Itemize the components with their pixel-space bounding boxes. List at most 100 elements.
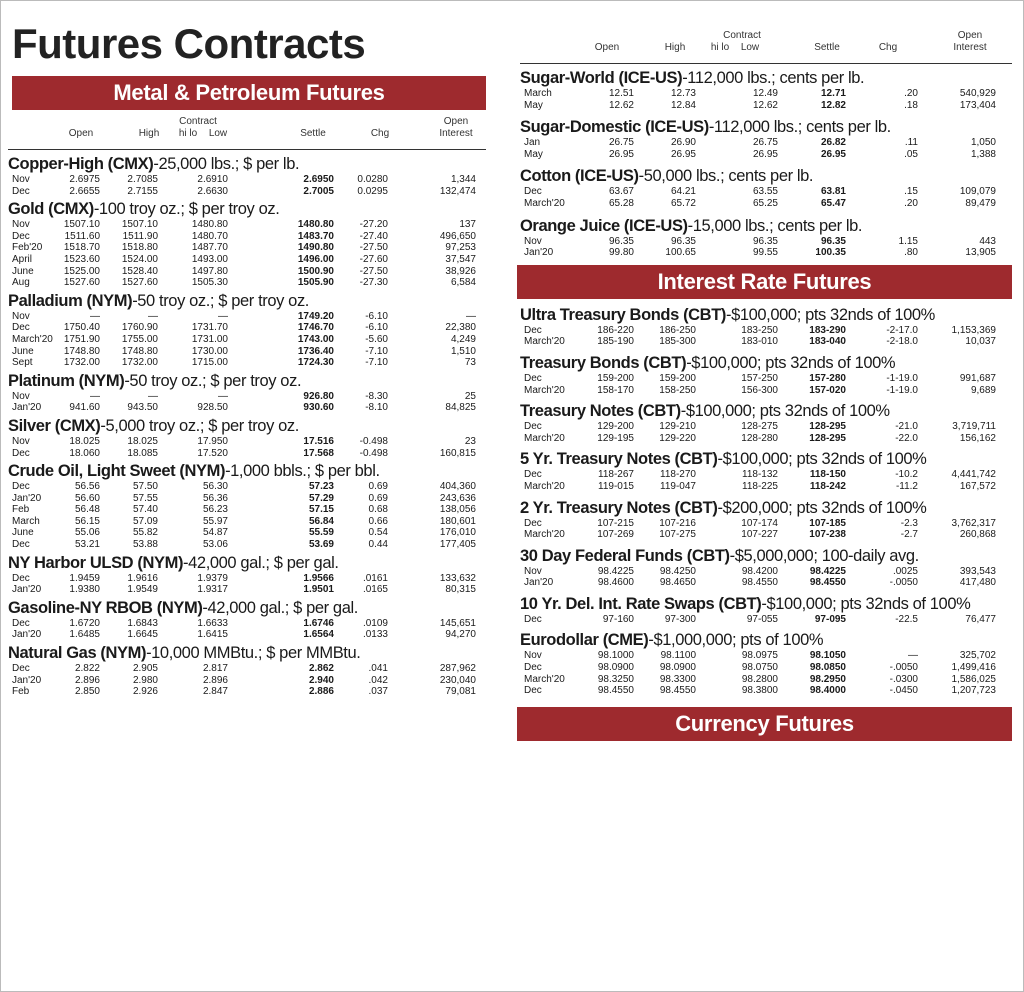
cell-month: Dec <box>12 230 30 242</box>
cell-open-interest: 160,815 <box>439 447 476 459</box>
cell-low: 1497.80 <box>191 265 228 277</box>
cell-chg: .20 <box>904 88 918 99</box>
cell-settle: 57.15 <box>308 504 334 516</box>
cell-month: March'20 <box>524 673 565 685</box>
cell-open-interest: 1,207,723 <box>951 685 997 697</box>
contract-name: Sugar-World (ICE-US) <box>520 69 683 87</box>
contract-section: 2 Yr. Treasury Notes (CBT)-$200,000; pts… <box>520 498 1012 541</box>
cell-open: 1.6485 <box>69 629 100 641</box>
table-row: March'20 65.28 65.72 65.25 65.47 .20 89,479 <box>520 198 1012 210</box>
cell-open: 159-200 <box>597 372 634 384</box>
header-low: Low <box>208 128 228 139</box>
cell-low: 55.97 <box>202 515 228 527</box>
cell-high: 2.905 <box>132 663 158 675</box>
cell-high: 107-275 <box>659 529 696 541</box>
cell-open: 53.21 <box>74 539 100 551</box>
cell-open-interest: 1,510 <box>450 345 476 357</box>
contract-section: Sugar-World (ICE-US)-112,000 lbs.; cents… <box>520 68 1012 111</box>
contract-spec: -50,000 lbs.; cents per lb. <box>638 167 814 186</box>
cell-open-interest: 145,651 <box>439 617 476 629</box>
table-row: Dec 1.6720 1.6843 1.6633 1.6746 .0109 145,651 <box>8 618 486 630</box>
contract-section: Crude Oil, Light Sweet (NYM)-1,000 bbls.… <box>8 461 486 551</box>
contract-name: Eurodollar (CME) <box>520 631 649 650</box>
table-row: Dec 18.060 18.085 17.520 17.568 -0.498 160,815 <box>8 448 486 460</box>
cell-open: 97-160 <box>602 613 634 625</box>
cell-chg: .0165 <box>362 584 388 596</box>
cell-chg: -22.5 <box>895 613 918 625</box>
table-row: June 55.06 55.82 54.87 55.59 0.54 176,010 <box>8 527 486 539</box>
cell-open: 1518.70 <box>63 242 100 254</box>
cell-settle: 12.71 <box>820 88 846 99</box>
cell-chg: -21.0 <box>895 421 918 433</box>
contract-name: Orange Juice (ICE-US) <box>520 216 688 235</box>
contract-section: Platinum (NYM)-50 troy oz.; $ per troy o… <box>8 371 486 414</box>
header-low: Low <box>740 42 760 53</box>
cell-open-interest: 540,929 <box>959 88 996 99</box>
cell-low: 96.35 <box>752 235 778 247</box>
cell-settle: 1505.90 <box>297 277 334 289</box>
cell-open-interest: 393,543 <box>959 565 996 577</box>
cell-low: 53.06 <box>202 539 228 551</box>
cell-open: 119-015 <box>598 480 634 492</box>
table-row: Jan'20 2.896 2.980 2.896 2.940 .042 230,040 <box>8 675 486 687</box>
table-row: Nov — — — 926.80 -8.30 25 <box>8 391 486 403</box>
cell-high: 129-210 <box>659 421 696 433</box>
cell-month: Dec <box>524 613 542 625</box>
cell-month: Dec <box>12 617 30 629</box>
cell-high: 129-220 <box>659 432 696 444</box>
cell-chg: -6.10 <box>365 322 388 334</box>
cell-chg: -2-18.0 <box>886 336 918 348</box>
cell-chg: .042 <box>368 674 388 686</box>
table-row: Dec 118-267 118-270 118-132 118-150 -10.2 4,44… <box>520 469 1012 481</box>
contract-name: 2 Yr. Treasury Notes (CBT) <box>520 498 718 517</box>
cell-open-interest: 1,050 <box>970 137 996 149</box>
cell-open-interest: 133,632 <box>439 572 476 584</box>
cell-low: 107-174 <box>741 517 778 529</box>
contract-spec: -$100,000; pts 32nds of 100% <box>725 305 935 324</box>
cell-high: 943.50 <box>127 402 158 414</box>
header-high: High <box>138 128 160 139</box>
cell-high: 98.3300 <box>659 673 696 685</box>
header-open-line1: Open <box>443 116 469 127</box>
cell-open: 55.06 <box>74 527 100 539</box>
cell-open: 2.896 <box>74 674 100 686</box>
cell-settle: 1490.80 <box>297 242 334 254</box>
cell-settle: 1483.70 <box>297 230 334 242</box>
cell-high: 185-300 <box>659 336 696 348</box>
contract-spec: -42,000 gal.; $ per gal. <box>202 598 358 617</box>
header-high: High <box>664 42 686 53</box>
cell-open: 1751.90 <box>63 333 100 345</box>
cell-month: Nov <box>12 390 30 402</box>
cell-open: 1.6720 <box>69 617 100 629</box>
cell-settle: 157-280 <box>809 372 846 384</box>
cell-chg: .0109 <box>362 617 388 629</box>
cell-low: 1493.00 <box>191 253 228 265</box>
cell-settle: 57.23 <box>308 481 334 493</box>
cell-month: Feb'20 <box>12 242 43 254</box>
cell-settle: 26.82 <box>820 137 846 149</box>
contract-spec: -$100,000; pts 32nds of 100% <box>717 450 927 469</box>
cell-month: Dec <box>524 469 542 481</box>
cell-low: 12.62 <box>752 99 778 111</box>
contract-section: Treasury Notes (CBT)-$100,000; pts 32nds… <box>520 401 1012 444</box>
cell-open: 18.060 <box>69 447 100 459</box>
contract-name: Ultra Treasury Bonds (CBT) <box>520 305 726 324</box>
cell-settle: 98.4550 <box>809 577 846 589</box>
cell-low: — <box>218 390 228 402</box>
cell-open-interest: 80,315 <box>445 584 476 596</box>
table-row: Dec 186-220 186-250 183-250 183-290 -2-17.0 1,… <box>520 325 1012 337</box>
cell-chg: -27.50 <box>359 265 388 277</box>
cell-low: 1731.70 <box>191 322 228 334</box>
cell-settle: 2.940 <box>308 674 334 686</box>
cell-month: March'20 <box>524 529 565 541</box>
cell-month: March <box>12 515 40 527</box>
cell-high: — <box>148 390 158 402</box>
cell-high: 64.21 <box>670 186 696 198</box>
cell-open-interest: 260,868 <box>959 529 996 541</box>
cell-high: 1518.80 <box>121 242 158 254</box>
cell-low: 17.950 <box>197 435 228 447</box>
cell-open: 2.6975 <box>69 174 100 185</box>
cell-month: March <box>524 88 552 99</box>
contract-section: Orange Juice (ICE-US)-15,000 lbs.; cents… <box>520 216 1012 259</box>
contract-name: Copper-High (CMX) <box>8 155 154 173</box>
